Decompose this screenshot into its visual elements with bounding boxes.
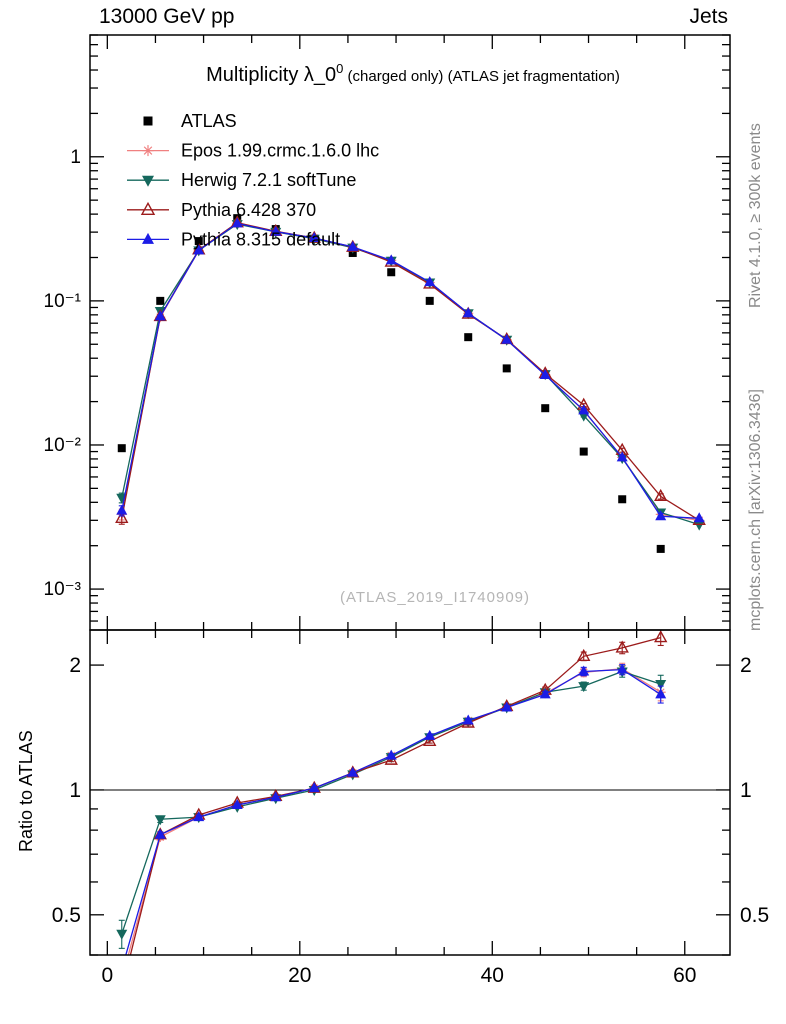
x-tick-label: 40 [481,964,504,987]
ratio-axis-title: Ratio to ATLAS [16,730,36,852]
x-tick-label: 20 [288,964,311,987]
legend-label: Epos 1.99.crmc.1.6.0 lhc [181,141,379,161]
pythia6-line [129,636,661,955]
ratio-y-tick-label-right: 2 [740,654,752,677]
pythia6-line [121,222,700,521]
main-y-tick-label: 10⁻³ [44,579,82,600]
legend-label: Pythia 6.428 370 [181,200,316,220]
rivet-version-label: Rivet 4.1.0, ≥ 300k events [747,123,764,308]
legend-item-epos: Epos 1.99.crmc.1.6.0 lhc [127,141,379,161]
legend-label: Herwig 7.2.1 softTune [181,170,356,190]
pythia6-series-main [115,215,706,526]
ratio-y-tick-label: 1 [69,779,81,802]
herwig-series-main [116,220,705,531]
mcplots-citation-label: mcplots.cern.ch [arXiv:1306.3436] [747,389,764,631]
pythia8-series-ratio [118,663,667,955]
ratio-y-tick-label-right: 0.5 [740,904,769,927]
main-y-tick-label: 1 [70,147,81,168]
main-y-tick-label: 10⁻¹ [44,291,82,312]
analysis-id-watermark: (ATLAS_2019_I1740909) [340,589,531,606]
epos-line [127,668,662,955]
observable-group-label: Jets [689,5,728,28]
ratio-y-tick-label: 0.5 [52,904,81,927]
epos-series-main [116,218,705,526]
legend-label: Pythia 8.315 default [181,229,340,249]
x-tick-label: 0 [101,964,113,987]
herwig-line [121,223,700,526]
ratio-y-tick-label: 2 [69,654,81,677]
herwig-series-ratio [116,665,667,949]
legend-item-pythia6: Pythia 6.428 370 [127,200,316,220]
x-tick-label: 60 [673,964,696,987]
herwig-line [121,670,661,935]
beam-energy-label: 13000 GeV pp [99,5,235,28]
legend-label: ATLAS [181,111,237,131]
ratio-y-tick-label-right: 1 [740,779,752,802]
pythia8-series-main [116,217,705,523]
axis-ticks [90,34,730,956]
legend-item-atlas: ATLAS [143,111,237,131]
legend-item-herwig: Herwig 7.2.1 softTune [127,170,356,190]
epos-series-ratio [127,662,666,955]
epos-line [121,222,700,521]
plot-title: Multiplicity λ_00 (charged only) (ATLAS … [206,61,620,86]
ratio-panel-frame [89,629,731,956]
legend: ATLAS Epos 1.99.crmc.1.6.0 lhc Herwig 7.2.… [127,111,379,249]
pythia8-line [121,222,700,519]
legend-item-pythia8: Pythia 8.315 default [127,229,340,249]
main-y-tick-label: 10⁻² [44,435,82,456]
axis-tick-labels: 1 10⁻¹ 10⁻² 10⁻³ 2 2 1 1 0.5 0.5 0 20 40 60 [44,147,770,987]
